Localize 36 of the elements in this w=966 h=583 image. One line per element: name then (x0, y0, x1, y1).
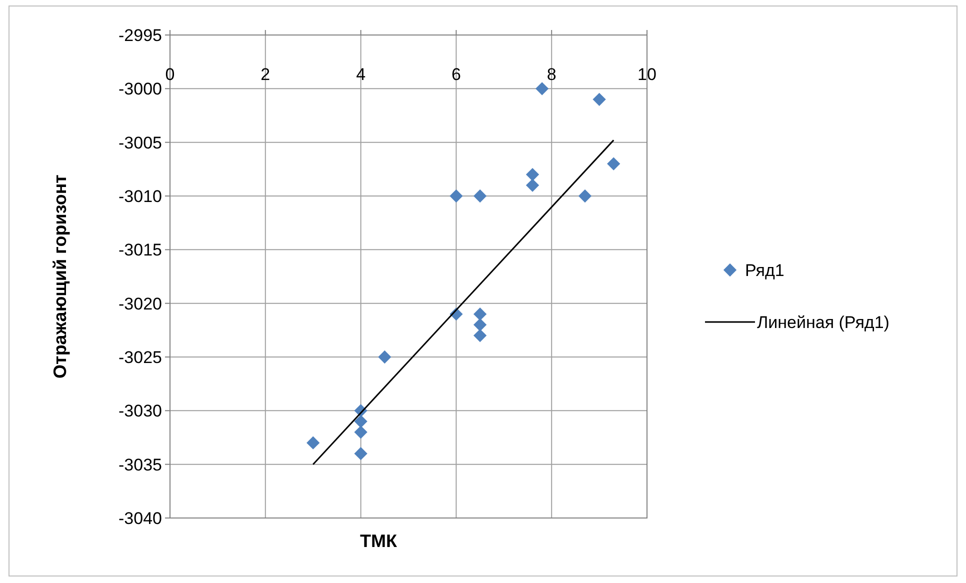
point (306, 436, 320, 450)
legend-label: Линейная (Ряд1) (757, 312, 890, 332)
point (354, 447, 368, 460)
x-tick-label: 8 (546, 65, 556, 84)
x-axis-title: ТМК (360, 531, 398, 551)
point (473, 308, 487, 321)
y-tick-label: -3030 (118, 402, 162, 421)
y-tick-label: -3005 (118, 133, 162, 152)
x-tick-label: 10 (638, 65, 656, 84)
point (526, 178, 540, 192)
legend-label: Ряд1 (745, 260, 784, 280)
y-tick-label: -3000 (118, 80, 162, 99)
x-tick-label: 0 (165, 65, 175, 84)
point (607, 157, 620, 170)
point (473, 189, 487, 203)
x-tick-label: 6 (451, 65, 461, 84)
point (450, 189, 463, 203)
x-tick-label: 2 (260, 65, 270, 84)
point (354, 426, 368, 439)
point (592, 92, 606, 106)
point (526, 168, 540, 182)
point (354, 414, 368, 428)
point (535, 82, 549, 96)
point (578, 189, 592, 203)
point (473, 328, 487, 342)
y-tick-label: -3015 (118, 240, 162, 260)
y-tick-label: -3020 (118, 294, 162, 314)
y-tick-label: -3025 (118, 348, 162, 367)
y-tick-label: -2995 (118, 26, 162, 45)
x-tick-label: 4 (356, 65, 366, 84)
y-tick-label: -3010 (118, 186, 162, 206)
y-axis-title: Отражающий горизонт (50, 174, 70, 379)
point (473, 318, 487, 332)
y-tick-label: -3040 (118, 508, 162, 528)
point (378, 350, 392, 364)
y-tick-label: -3035 (118, 455, 162, 474)
